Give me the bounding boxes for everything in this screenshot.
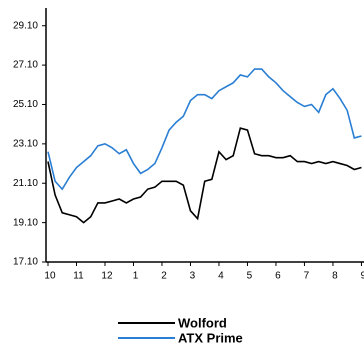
x-tick-label: 10 xyxy=(44,271,56,282)
y-tick-label: 23.10 xyxy=(13,139,38,150)
x-tick-label: 3 xyxy=(190,271,196,282)
x-tick-label: 1 xyxy=(133,271,139,282)
x-tick-label: 5 xyxy=(247,271,253,282)
x-tick-label: 11 xyxy=(73,271,84,282)
y-tick-label: 19.10 xyxy=(13,217,38,228)
legend-label: Wolford xyxy=(178,315,227,330)
y-tick-label: 27.10 xyxy=(13,60,38,71)
y-tick-label: 29.10 xyxy=(13,20,38,31)
x-tick-label: 4 xyxy=(218,271,224,282)
legend-label: ATX Prime xyxy=(178,330,243,345)
x-tick-label: 6 xyxy=(275,271,281,282)
y-tick-label: 21.10 xyxy=(13,178,38,189)
x-tick-label: 7 xyxy=(304,271,310,282)
y-tick-label: 17.10 xyxy=(13,257,38,268)
y-tick-label: 25.10 xyxy=(13,99,38,110)
line xyxy=(47,68,362,191)
x-tick-label: 9 xyxy=(361,271,364,282)
x-tick-label: 12 xyxy=(101,271,113,282)
x-tick-label: 2 xyxy=(161,271,167,282)
line xyxy=(47,127,362,224)
x-tick-label: 8 xyxy=(332,271,338,282)
